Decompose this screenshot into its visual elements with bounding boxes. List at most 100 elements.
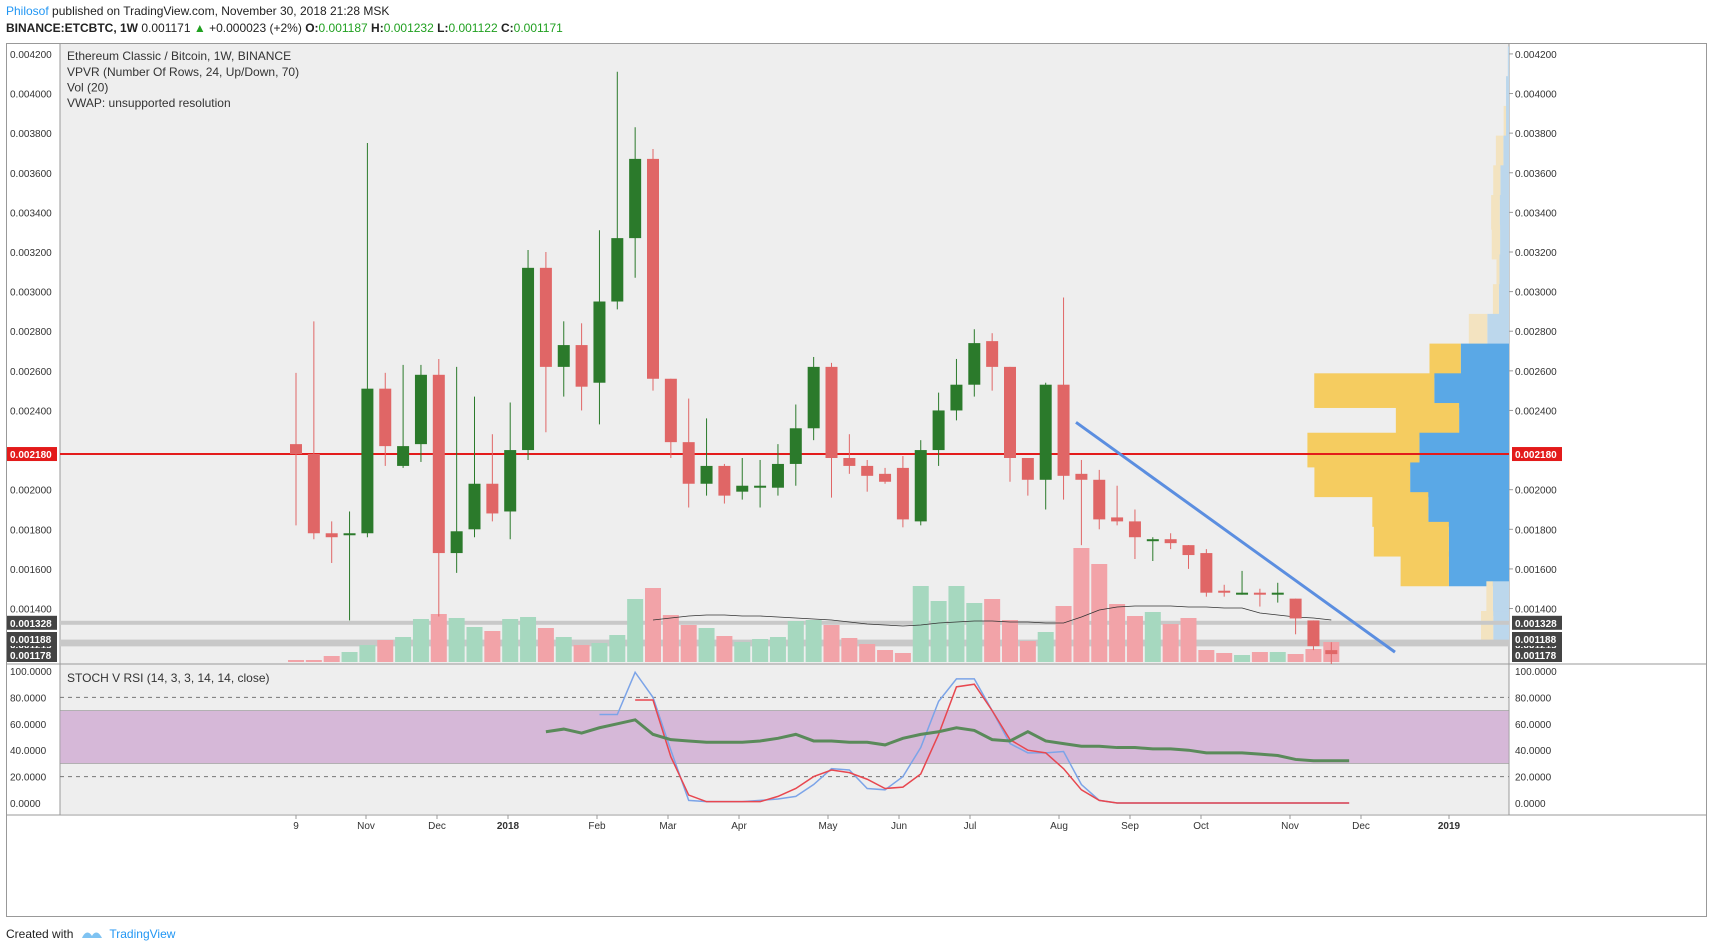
candle-body bbox=[1164, 539, 1177, 544]
vpvr-up-bar bbox=[1410, 462, 1509, 498]
y-tick-label-right: 0.002600 bbox=[1515, 367, 1557, 378]
candle-body bbox=[397, 446, 410, 466]
volume-bar bbox=[448, 618, 465, 662]
author-link[interactable]: Philosof bbox=[6, 4, 49, 18]
candle-body bbox=[486, 483, 499, 514]
volume-bar bbox=[1073, 548, 1090, 662]
price-tag-left bbox=[7, 447, 57, 462]
candle-body bbox=[861, 465, 874, 476]
osc-y-tick-right: 60.0000 bbox=[1515, 720, 1552, 731]
y-tick-label-left: 0.001800 bbox=[10, 525, 52, 536]
x-tick-label: 2018 bbox=[497, 821, 520, 832]
volume-bar bbox=[1234, 655, 1251, 662]
high-value: 0.001232 bbox=[383, 21, 434, 35]
vpvr-up-bar bbox=[1434, 373, 1509, 408]
tradingview-link[interactable]: TradingView bbox=[109, 927, 176, 941]
candle-body bbox=[896, 467, 909, 520]
y-tick-label-left: 0.001400 bbox=[10, 605, 52, 616]
candle-body bbox=[843, 457, 856, 466]
candle-body bbox=[647, 158, 659, 379]
volume-bar bbox=[930, 601, 947, 662]
low-value: 0.001122 bbox=[448, 21, 498, 35]
price-tag-left-label: 0.001328 bbox=[10, 619, 52, 630]
candle-body bbox=[1271, 592, 1284, 595]
vpvr-up-bar bbox=[1460, 343, 1509, 379]
vpvr-up-bar bbox=[1459, 403, 1509, 438]
y-tick-label-right: 0.001400 bbox=[1515, 605, 1557, 616]
candle-body bbox=[807, 366, 820, 429]
vpvr-up-bar bbox=[1507, 46, 1509, 82]
price-change: +0.000023 (+2%) bbox=[209, 21, 302, 35]
volume-bar bbox=[555, 637, 572, 662]
vpvr-down-bar bbox=[1481, 611, 1494, 646]
y-tick-label-left: 0.002000 bbox=[10, 486, 52, 497]
footer: Created with TradingView bbox=[6, 927, 175, 941]
price-tag-right-label: 0.001178 bbox=[1515, 651, 1557, 662]
x-tick-label: Mar bbox=[659, 821, 677, 832]
vpvr-down-bar bbox=[1492, 284, 1499, 319]
volume-bar bbox=[823, 625, 840, 662]
low-label: L: bbox=[437, 21, 449, 35]
candle-body bbox=[1111, 517, 1124, 522]
chart-canvas[interactable]: 0.004200 0.004200 0.004000 0.004000 0.003800… bbox=[0, 0, 1713, 920]
candle-body bbox=[1093, 479, 1106, 520]
y-tick-label-right: 0.003200 bbox=[1515, 248, 1557, 259]
volume-bar bbox=[1180, 618, 1197, 662]
price-level-band bbox=[60, 620, 1509, 625]
chart-title: Ethereum Classic / Bitcoin, 1W, BINANCE bbox=[67, 49, 291, 63]
vpvr-up-bar bbox=[1499, 195, 1509, 230]
volume-bar bbox=[984, 599, 1001, 662]
price-tag-left bbox=[7, 648, 57, 662]
volume-bar bbox=[966, 603, 983, 662]
volume-bar bbox=[573, 645, 590, 662]
vpvr-down-bar bbox=[1395, 403, 1460, 438]
osc-y-tick-left: 0.0000 bbox=[10, 799, 41, 810]
y-tick-label-left: 0.003600 bbox=[10, 169, 52, 180]
candle-body bbox=[1039, 384, 1052, 480]
candle-body bbox=[414, 374, 427, 445]
y-tick-label-left: 0.003000 bbox=[10, 288, 52, 299]
volume-bar bbox=[1162, 624, 1179, 662]
price-tag-left bbox=[7, 615, 57, 630]
y-tick-label-left: 0.003800 bbox=[10, 129, 52, 140]
volume-bar bbox=[609, 635, 626, 662]
price-tag-right bbox=[1512, 447, 1562, 462]
volume-bar bbox=[859, 644, 876, 662]
y-tick-label-right: 0.003600 bbox=[1515, 169, 1557, 180]
volume-bar bbox=[502, 619, 519, 662]
candle-body bbox=[290, 444, 302, 455]
candle-body bbox=[539, 267, 552, 367]
volume-bar bbox=[841, 638, 858, 662]
volume-bar bbox=[894, 653, 911, 662]
y-tick-label-left: 0.002600 bbox=[10, 367, 52, 378]
volume-bar bbox=[1305, 649, 1322, 662]
price-tag-right-label: 0.001188 bbox=[1515, 635, 1557, 646]
price-tag-right bbox=[1512, 648, 1562, 662]
candle-body bbox=[986, 341, 999, 367]
x-tick-label: Oct bbox=[1193, 821, 1209, 832]
volume-bar bbox=[877, 650, 894, 662]
y-tick-label-right: 0.002400 bbox=[1515, 406, 1557, 417]
volume-bar bbox=[662, 615, 679, 662]
osc-y-tick-left: 100.0000 bbox=[10, 667, 52, 678]
candle-body bbox=[754, 485, 767, 488]
y-tick-label-right: 0.002000 bbox=[1515, 486, 1557, 497]
volume-bar bbox=[1037, 632, 1054, 662]
last-price: 0.001171 bbox=[141, 21, 191, 35]
volume-bar bbox=[1287, 654, 1304, 662]
candle-body bbox=[664, 378, 677, 443]
x-tick-label: Feb bbox=[588, 821, 606, 832]
y-tick-label-left: 0.001600 bbox=[10, 565, 52, 576]
symbol-label: BINANCE:ETCBTC, 1W bbox=[6, 21, 138, 35]
volume-bar bbox=[520, 617, 537, 662]
indicator-legend: VWAP: unsupported resolution bbox=[67, 96, 231, 110]
osc-y-tick-left: 80.0000 bbox=[10, 693, 47, 704]
candle-body bbox=[1146, 539, 1159, 542]
rsi-line bbox=[545, 718, 1350, 763]
volume-bar bbox=[1144, 612, 1161, 662]
candle-body bbox=[825, 366, 838, 458]
candle-body bbox=[1182, 545, 1195, 556]
candle-body bbox=[450, 531, 463, 554]
candle-body bbox=[557, 345, 570, 367]
vpvr-up-bar bbox=[1487, 313, 1509, 349]
